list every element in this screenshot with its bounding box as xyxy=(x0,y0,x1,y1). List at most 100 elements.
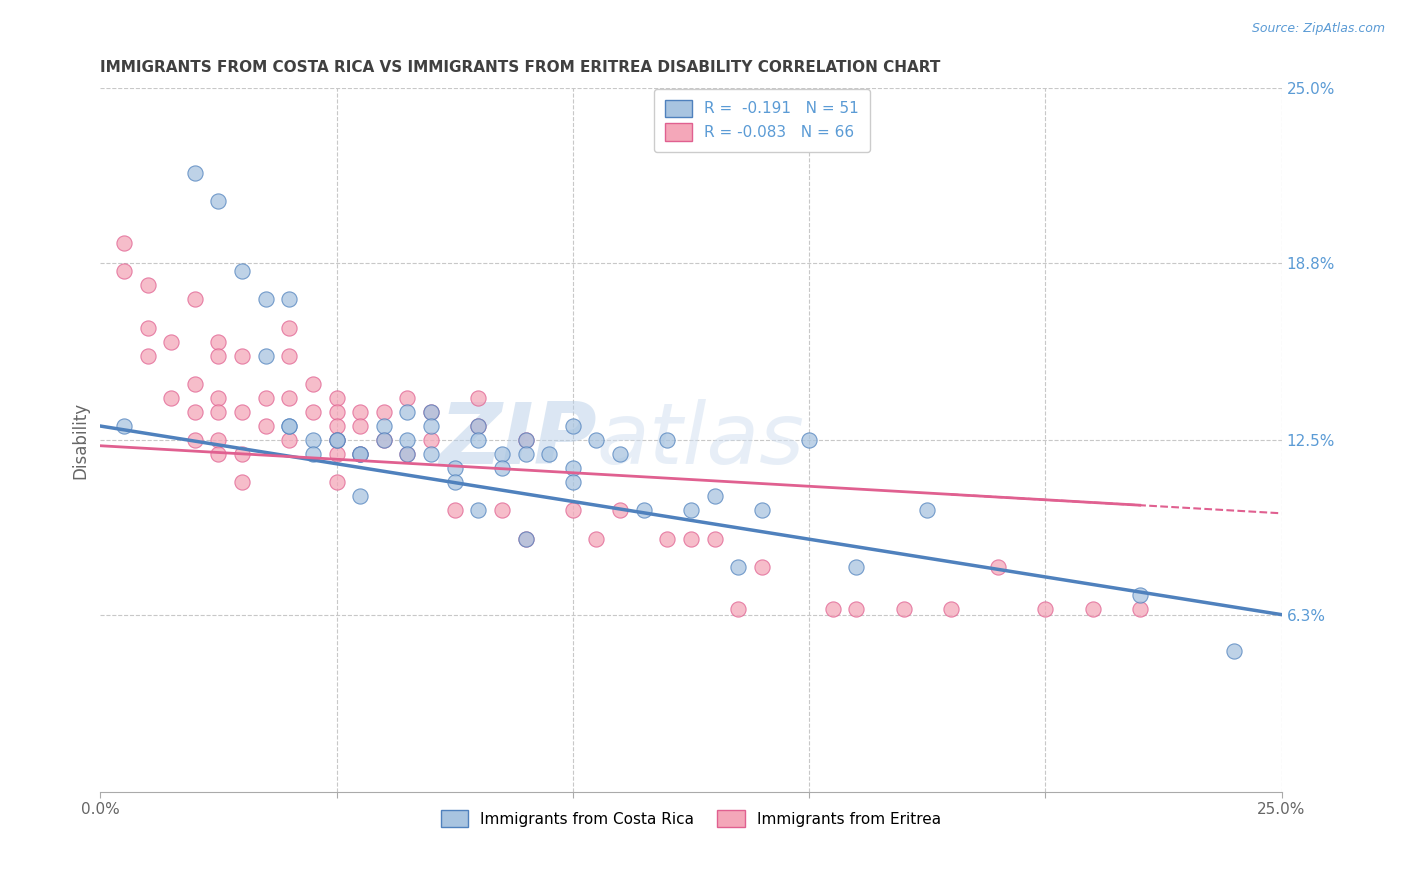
Point xyxy=(278,320,301,334)
Point xyxy=(373,433,395,447)
Point xyxy=(254,391,277,405)
Point xyxy=(679,503,702,517)
Point xyxy=(703,532,725,546)
Point xyxy=(325,433,347,447)
Point xyxy=(207,447,229,461)
Point xyxy=(349,447,371,461)
Point xyxy=(915,503,938,517)
Point xyxy=(349,405,371,419)
Point xyxy=(491,503,513,517)
Point xyxy=(893,602,915,616)
Point xyxy=(609,447,631,461)
Point xyxy=(987,559,1010,574)
Point xyxy=(160,334,183,349)
Point xyxy=(278,391,301,405)
Point xyxy=(679,532,702,546)
Point xyxy=(325,475,347,490)
Point xyxy=(302,376,325,391)
Point xyxy=(396,433,419,447)
Point xyxy=(207,405,229,419)
Point xyxy=(112,264,135,278)
Point xyxy=(420,405,443,419)
Point xyxy=(657,433,679,447)
Point xyxy=(112,236,135,251)
Point xyxy=(207,349,229,363)
Point xyxy=(585,433,607,447)
Text: Source: ZipAtlas.com: Source: ZipAtlas.com xyxy=(1251,22,1385,36)
Point xyxy=(231,447,253,461)
Point xyxy=(467,433,489,447)
Point xyxy=(302,447,325,461)
Point xyxy=(373,419,395,434)
Point xyxy=(561,475,583,490)
Point xyxy=(1129,602,1152,616)
Point xyxy=(443,475,465,490)
Point xyxy=(302,433,325,447)
Point xyxy=(254,349,277,363)
Point xyxy=(349,490,371,504)
Point xyxy=(821,602,844,616)
Point xyxy=(1081,602,1104,616)
Point xyxy=(1129,588,1152,602)
Point xyxy=(420,405,443,419)
Point xyxy=(396,447,419,461)
Point xyxy=(325,405,347,419)
Point xyxy=(278,293,301,307)
Point xyxy=(136,278,159,293)
Point xyxy=(515,532,537,546)
Point xyxy=(443,461,465,475)
Point xyxy=(278,419,301,434)
Point xyxy=(207,391,229,405)
Point xyxy=(1033,602,1056,616)
Point xyxy=(184,405,207,419)
Point xyxy=(160,391,183,405)
Point xyxy=(136,349,159,363)
Point xyxy=(349,447,371,461)
Point xyxy=(633,503,655,517)
Point xyxy=(112,419,135,434)
Point xyxy=(349,447,371,461)
Point xyxy=(278,349,301,363)
Point xyxy=(491,461,513,475)
Point xyxy=(325,447,347,461)
Point xyxy=(420,433,443,447)
Point xyxy=(443,503,465,517)
Text: IMMIGRANTS FROM COSTA RICA VS IMMIGRANTS FROM ERITREA DISABILITY CORRELATION CHA: IMMIGRANTS FROM COSTA RICA VS IMMIGRANTS… xyxy=(100,60,941,75)
Y-axis label: Disability: Disability xyxy=(72,401,89,479)
Legend: Immigrants from Costa Rica, Immigrants from Eritrea: Immigrants from Costa Rica, Immigrants f… xyxy=(434,804,948,834)
Text: atlas: atlas xyxy=(596,399,804,482)
Point xyxy=(561,503,583,517)
Point xyxy=(727,559,749,574)
Point xyxy=(727,602,749,616)
Point xyxy=(491,447,513,461)
Point xyxy=(657,532,679,546)
Point xyxy=(231,264,253,278)
Point xyxy=(325,433,347,447)
Point xyxy=(207,433,229,447)
Point xyxy=(467,503,489,517)
Point xyxy=(396,405,419,419)
Point xyxy=(396,447,419,461)
Point xyxy=(420,419,443,434)
Point xyxy=(797,433,820,447)
Point xyxy=(515,433,537,447)
Text: ZIP: ZIP xyxy=(439,399,596,482)
Point xyxy=(561,419,583,434)
Point xyxy=(845,602,868,616)
Point xyxy=(515,447,537,461)
Point xyxy=(751,559,773,574)
Point xyxy=(373,405,395,419)
Point xyxy=(302,405,325,419)
Point xyxy=(515,532,537,546)
Point xyxy=(420,447,443,461)
Point xyxy=(585,532,607,546)
Point xyxy=(184,433,207,447)
Point xyxy=(538,447,561,461)
Point xyxy=(254,419,277,434)
Point xyxy=(207,194,229,208)
Point xyxy=(609,503,631,517)
Point xyxy=(207,334,229,349)
Point xyxy=(278,419,301,434)
Point xyxy=(231,349,253,363)
Point xyxy=(325,433,347,447)
